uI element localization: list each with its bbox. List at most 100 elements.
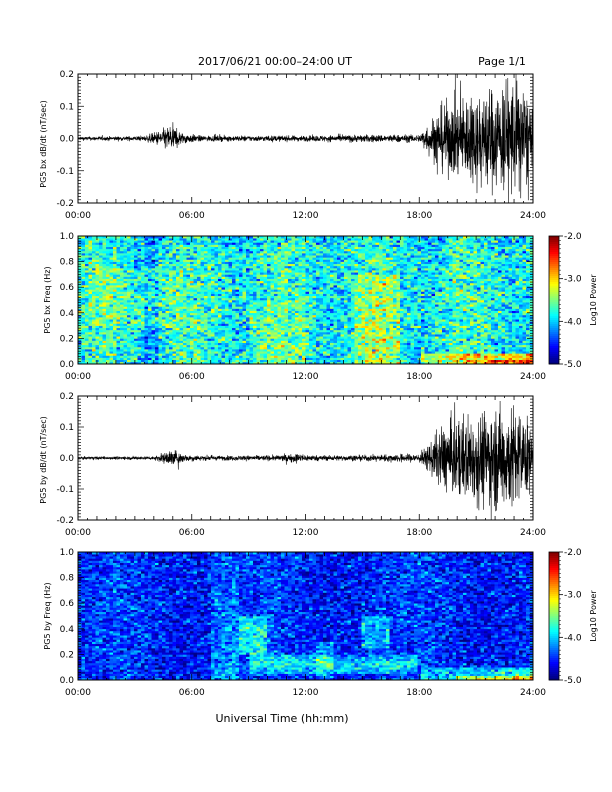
colorbar-segment	[549, 356, 559, 359]
colorbar-segment	[549, 568, 559, 571]
colorbar-segment	[549, 646, 559, 649]
colorbar-segment	[549, 662, 559, 665]
x-axis-title: Universal Time (hh:mm)	[216, 712, 349, 725]
colorbar-segment	[549, 604, 559, 607]
y-tick-label: 0.2	[60, 650, 74, 660]
colorbar-segment	[549, 588, 559, 591]
colorbar-segment	[549, 248, 559, 251]
x-tick-label: 18:00	[406, 528, 432, 538]
colorbar-segment	[549, 258, 559, 261]
waveform-line	[77, 73, 534, 204]
by-spectrogram	[78, 552, 534, 681]
colorbar-tick-label: -3.0	[564, 275, 582, 285]
y-tick-label: 0.1	[60, 423, 74, 433]
colorbar-segment	[549, 270, 559, 273]
colorbar-segment	[549, 678, 559, 681]
x-tick-label: 18:00	[406, 211, 432, 221]
colorbar-segment	[549, 586, 559, 589]
colorbar-tick-label: -2.0	[564, 232, 582, 242]
x-tick-label: 06:00	[179, 528, 205, 538]
colorbar-segment	[549, 338, 559, 341]
y-tick-label: 0.0	[60, 360, 75, 370]
bx-spectrogram	[78, 236, 534, 365]
colorbar-segment	[549, 570, 559, 573]
colorbar-segment	[549, 250, 559, 253]
colorbar-segment	[549, 318, 559, 321]
colorbar-segment	[549, 238, 559, 241]
colorbar-segment	[549, 572, 559, 575]
colorbar-segment	[549, 312, 559, 315]
colorbar-segment	[549, 254, 559, 257]
colorbar-segment	[549, 672, 559, 675]
colorbar-segment	[549, 620, 559, 623]
colorbar-segment	[549, 610, 559, 613]
colorbar-segment	[549, 592, 559, 595]
colorbar-segment	[549, 268, 559, 271]
x-tick-label: 12:00	[293, 688, 319, 698]
colorbar-segment	[549, 652, 559, 655]
colorbar-segment	[549, 626, 559, 629]
colorbar-segment	[549, 302, 559, 305]
by-spec-axes: 00:00 06:00 12:00 18:00 24:00 0.0 0.2 0.4 0.6 0.8…	[60, 548, 547, 698]
x-tick-label: 00:00	[65, 528, 91, 538]
colorbar-segment	[549, 298, 559, 301]
colorbar-segment	[549, 606, 559, 609]
colorbar-segment	[549, 292, 559, 295]
colorbar-segment	[549, 614, 559, 617]
bx-wave-axes: 00:00 06:00 12:00 18:00 24:00 -0.2 -0.1 0.0 0.1 0…	[56, 70, 546, 221]
y-tick-label: 0.6	[60, 283, 75, 293]
y-tick-label: 0.0	[60, 676, 75, 686]
colorbar-segment	[549, 236, 559, 239]
x-tick-label: 24:00	[520, 211, 546, 221]
colorbar-segment	[549, 676, 559, 679]
colorbar-segment	[549, 294, 559, 297]
colorbar-segment	[549, 618, 559, 621]
colorbar-segment	[549, 340, 559, 343]
bx-spec-axes: 00:00 06:00 12:00 18:00 24:00 0.0 0.2 0.4 0.6 0.8…	[60, 232, 547, 382]
waveform-line	[77, 400, 534, 521]
colorbar-segment	[549, 314, 559, 317]
colorbar-segment	[549, 336, 559, 339]
colorbar-tick-label: -4.0	[564, 317, 582, 327]
by-wave-ylabel: PG5 by dB/dt (nT/sec)	[39, 416, 48, 503]
colorbar-segment	[549, 636, 559, 639]
colorbar-segment	[549, 332, 559, 335]
colorbar-segment	[549, 260, 559, 263]
x-tick-label: 24:00	[520, 528, 546, 538]
by-wave-trace	[77, 400, 534, 521]
colorbar-segment	[549, 594, 559, 597]
colorbar-segment	[549, 330, 559, 333]
y-tick-label: 0.0	[60, 135, 75, 145]
colorbar-segment	[549, 670, 559, 673]
colorbar-segment	[549, 352, 559, 355]
by-spec-ylabel: PG5 by Freq (Hz)	[43, 582, 52, 649]
colorbar-segment	[549, 358, 559, 361]
bx-colorbar-label: Log10 Power	[589, 274, 598, 326]
page-indicator: Page 1/1	[478, 55, 526, 68]
x-tick-label: 00:00	[65, 211, 91, 221]
colorbar-segment	[549, 554, 559, 557]
x-tick-label: 12:00	[293, 372, 319, 382]
colorbar-segment	[549, 648, 559, 651]
colorbar-segment	[549, 288, 559, 291]
colorbar-segment	[549, 282, 559, 285]
colorbar-segment	[549, 658, 559, 661]
colorbar-segment	[549, 240, 559, 243]
x-tick-label: 24:00	[520, 688, 546, 698]
y-tick-label: 0.2	[60, 70, 74, 80]
colorbar-segment	[549, 322, 559, 325]
bx-spec-ylabel: PG5 bx Freq (Hz)	[43, 266, 52, 333]
colorbar-segment	[549, 638, 559, 641]
colorbar-segment	[549, 552, 559, 555]
y-tick-label: 0.2	[60, 334, 74, 344]
x-tick-label: 06:00	[179, 372, 205, 382]
colorbar-segment	[549, 246, 559, 249]
colorbar-segment	[549, 280, 559, 283]
colorbar-segment	[549, 624, 559, 627]
colorbar-segment	[549, 348, 559, 351]
colorbar-segment	[549, 582, 559, 585]
colorbar-segment	[549, 350, 559, 353]
x-tick-label: 00:00	[65, 372, 91, 382]
colorbar-segment	[549, 316, 559, 319]
